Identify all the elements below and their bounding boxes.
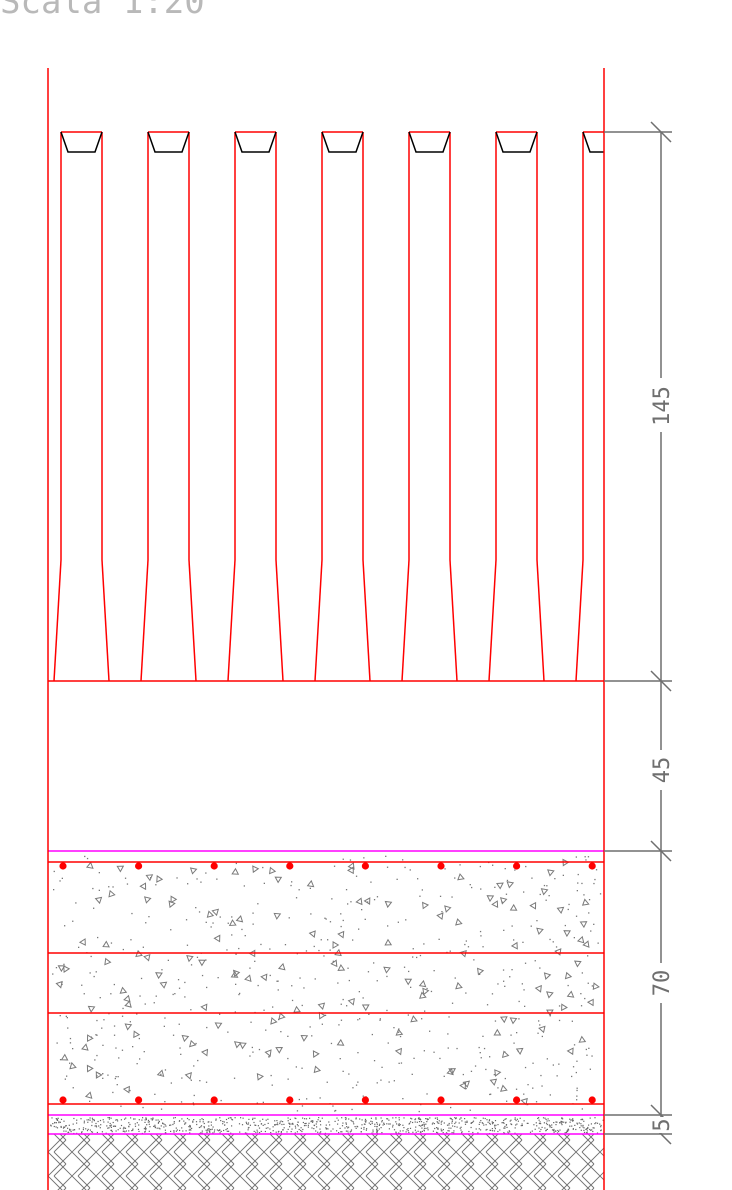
joist bbox=[227, 131, 284, 682]
block-cap bbox=[147, 131, 190, 153]
joist bbox=[488, 131, 545, 682]
joist bbox=[140, 131, 197, 682]
rebar-bottom bbox=[210, 1096, 218, 1104]
block-cap bbox=[582, 131, 604, 153]
dimension-label-45: 45 bbox=[650, 757, 675, 784]
scale-title: Scala 1:20 bbox=[0, 0, 205, 22]
tick-3 bbox=[650, 840, 672, 862]
rebar-top bbox=[59, 862, 67, 870]
membrane-lines bbox=[48, 850, 604, 1135]
rebar-bottom bbox=[437, 1096, 445, 1104]
block-cap bbox=[321, 131, 364, 153]
rebar-top bbox=[135, 862, 143, 870]
dimension-label-145: 145 bbox=[650, 386, 675, 426]
rebar-dots bbox=[59, 862, 596, 1104]
joist bbox=[575, 131, 604, 682]
block-cap bbox=[60, 131, 103, 153]
rebar-bottom bbox=[513, 1096, 521, 1104]
rebar-bottom bbox=[135, 1096, 143, 1104]
tick-1 bbox=[650, 121, 672, 143]
dimension-label-5: 5 bbox=[650, 1118, 675, 1131]
rebar-bottom bbox=[59, 1096, 67, 1104]
joist bbox=[401, 131, 458, 682]
rebar-top bbox=[437, 862, 445, 870]
rebar-top bbox=[513, 862, 521, 870]
block-cap bbox=[495, 131, 538, 153]
joist bbox=[314, 131, 371, 682]
joist bbox=[53, 131, 110, 682]
tick-2 bbox=[650, 670, 672, 692]
rebar-bottom bbox=[286, 1096, 294, 1104]
rebar-top bbox=[286, 862, 294, 870]
joist-blocks bbox=[53, 131, 604, 682]
slab-lines bbox=[48, 680, 604, 1105]
block-cap bbox=[408, 131, 451, 153]
rebar-top bbox=[588, 862, 596, 870]
gravel-layer bbox=[50, 1117, 604, 1135]
soil-hatch bbox=[48, 1134, 604, 1190]
concrete-aggregate bbox=[52, 855, 602, 1113]
rebar-top bbox=[210, 862, 218, 870]
dimension-label-70: 70 bbox=[650, 970, 675, 997]
rebar-bottom bbox=[588, 1096, 596, 1104]
rebar-bottom bbox=[361, 1096, 369, 1104]
rebar-top bbox=[361, 862, 369, 870]
block-cap bbox=[234, 131, 277, 153]
